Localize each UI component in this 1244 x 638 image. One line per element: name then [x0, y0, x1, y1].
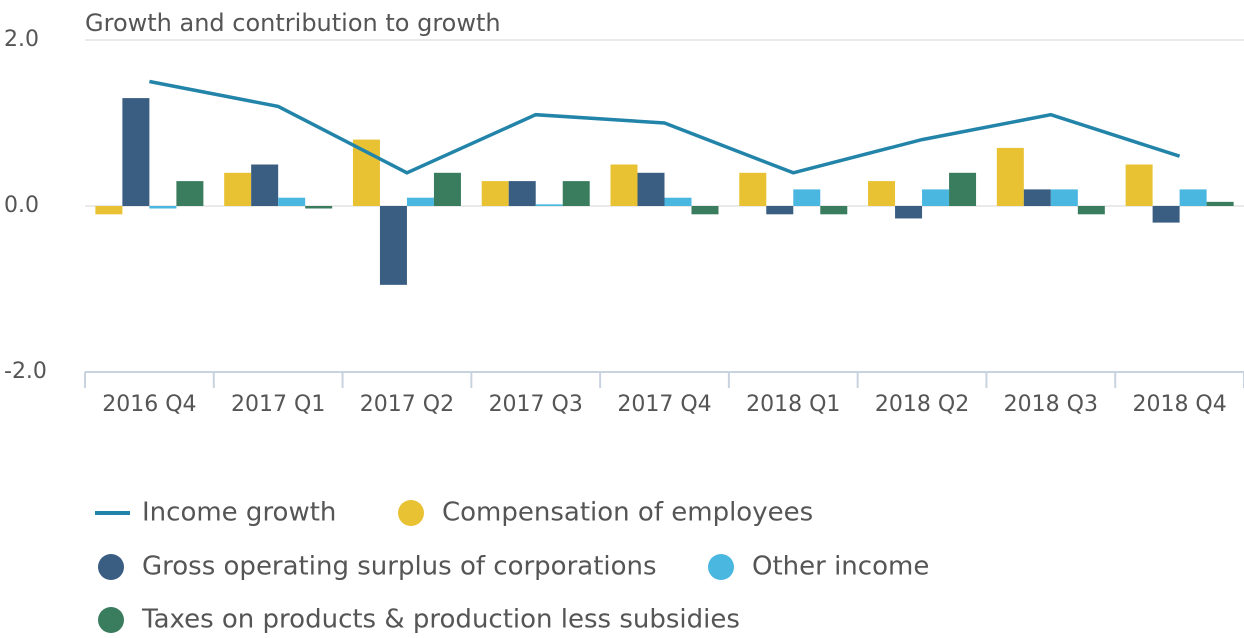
bar — [1206, 201, 1234, 206]
legend-marker — [398, 500, 424, 526]
x-tick-label: 2018 Q3 — [1004, 392, 1098, 417]
bar — [1050, 189, 1078, 206]
bar — [739, 172, 767, 206]
bar — [122, 98, 150, 206]
legend-label: Gross operating surplus of corporations — [142, 552, 657, 582]
bar — [637, 172, 665, 206]
bar — [535, 204, 563, 206]
bar — [508, 181, 536, 206]
bar — [766, 206, 794, 215]
bar — [996, 147, 1024, 206]
bar — [379, 206, 407, 285]
legend-label: Income growth — [142, 498, 336, 528]
bar — [406, 197, 434, 206]
bar — [1125, 164, 1153, 206]
y-axis-title: Growth and contribution to growth — [85, 9, 501, 37]
bar — [95, 206, 123, 215]
bar — [820, 206, 848, 215]
bar — [176, 181, 204, 206]
bar — [1179, 189, 1207, 206]
bar — [481, 181, 509, 206]
bar — [278, 197, 306, 206]
bar — [1152, 206, 1180, 223]
bar — [922, 189, 950, 206]
bar — [793, 189, 821, 206]
y-tick-label: 0.0 — [4, 193, 39, 218]
x-tick-label: 2017 Q1 — [231, 392, 325, 417]
bar — [610, 164, 638, 206]
x-tick-label: 2017 Q3 — [489, 392, 583, 417]
x-tick-label: 2016 Q4 — [102, 392, 196, 417]
x-tick-label: 2017 Q2 — [360, 392, 454, 417]
bar — [664, 197, 692, 206]
bar — [224, 172, 252, 206]
bar — [251, 164, 279, 206]
y-tick-label: -2.0 — [4, 359, 47, 384]
legend-label: Compensation of employees — [442, 498, 813, 528]
bar — [305, 206, 333, 209]
x-tick-label: 2018 Q1 — [746, 392, 840, 417]
bar — [562, 181, 590, 206]
bar — [691, 206, 719, 215]
bar — [433, 172, 461, 206]
legend-marker — [708, 554, 734, 580]
bar — [868, 181, 896, 206]
y-tick-label: 2.0 — [4, 27, 39, 52]
bar — [1077, 206, 1105, 215]
legend-label: Taxes on products & production less subs… — [141, 605, 740, 635]
legend-marker — [98, 554, 124, 580]
bar — [949, 172, 977, 206]
x-tick-label: 2017 Q4 — [617, 392, 711, 417]
x-tick-label: 2018 Q4 — [1132, 392, 1226, 417]
bar — [352, 139, 380, 206]
x-tick-label: 2018 Q2 — [875, 392, 969, 417]
line — [149, 79, 1181, 175]
bar — [149, 206, 177, 209]
bar — [895, 206, 923, 219]
legend-marker — [98, 607, 124, 633]
legend-label: Other income — [752, 552, 929, 582]
bar — [1023, 189, 1051, 206]
